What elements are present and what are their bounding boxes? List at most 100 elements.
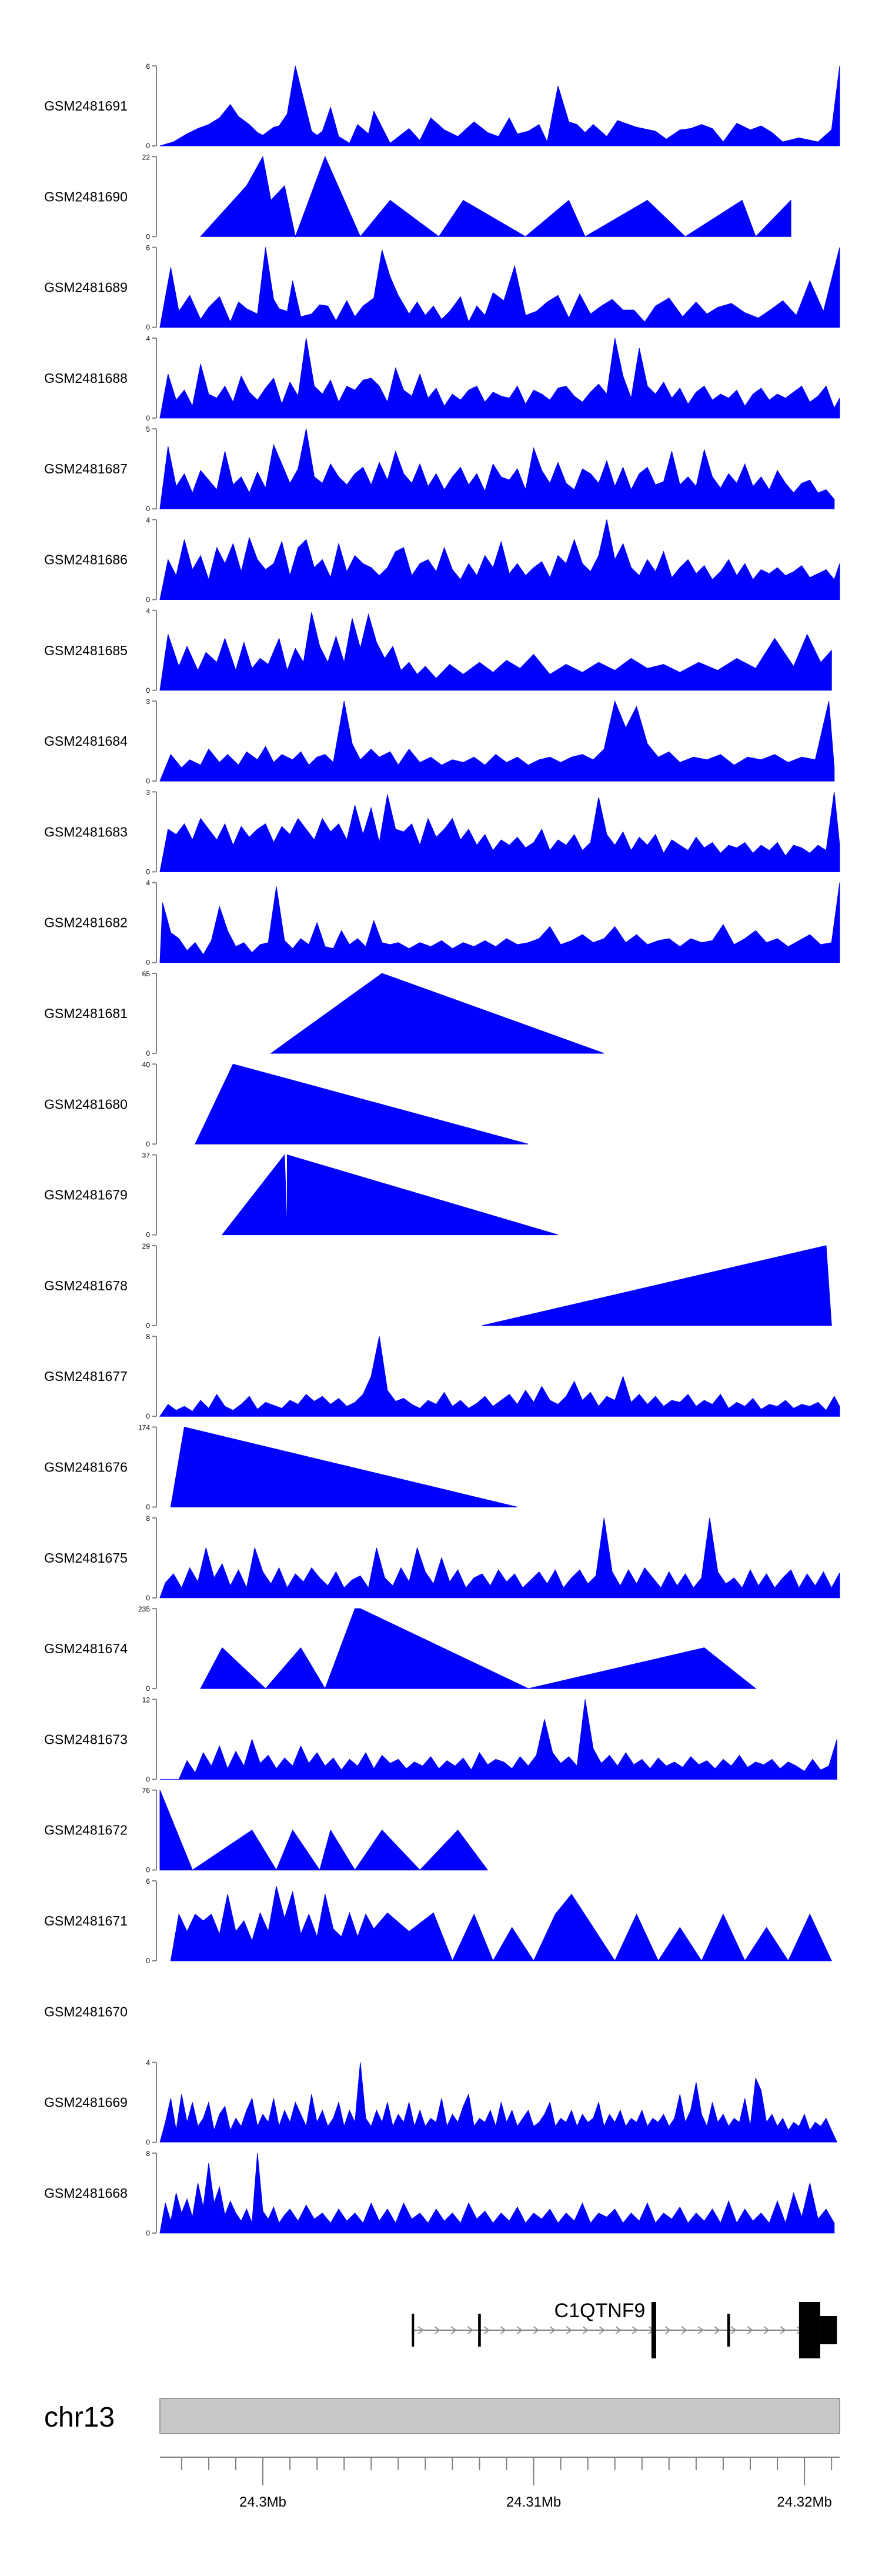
coverage-area (195, 1063, 529, 1144)
track-GSM2481687: GSM2481687 5 0 (44, 425, 835, 513)
track-label: GSM2481682 (44, 915, 128, 930)
y-max-label: 29 (142, 1242, 151, 1250)
y-min-label: 0 (146, 142, 150, 150)
strand-arrow (566, 2326, 572, 2334)
track-GSM2481691: GSM2481691 6 0 (44, 62, 840, 150)
strand-arrow (582, 2326, 589, 2334)
exon (820, 2316, 837, 2344)
y-max-label: 22 (142, 153, 151, 161)
genome-axis: 24.3Mb 24.31Mb 24.32Mb (160, 2457, 840, 2510)
coverage-area (200, 1608, 757, 1690)
track-label: GSM2481681 (44, 1006, 128, 1021)
y-max-label: 5 (146, 425, 150, 433)
gene-model (412, 2302, 837, 2358)
y-min-label: 0 (146, 1957, 150, 1965)
strand-arrow (467, 2326, 473, 2334)
y-max-label: 12 (142, 1696, 151, 1704)
track-label: GSM2481669 (44, 2095, 128, 2110)
track-label: GSM2481690 (44, 189, 128, 204)
track-GSM2481676: GSM2481676 174 0 (44, 1424, 518, 1511)
y-max-label: 76 (142, 1787, 151, 1795)
track-label: GSM2481691 (44, 98, 128, 114)
strand-arrow (450, 2326, 457, 2334)
track-label: GSM2481676 (44, 1460, 128, 1475)
y-max-label: 6 (146, 1877, 150, 1886)
exon (727, 2314, 730, 2347)
axis-tick-label: 24.31Mb (506, 2494, 561, 2510)
coverage-area (159, 882, 840, 963)
track-label: GSM2481689 (44, 280, 128, 295)
track-label: GSM2481672 (44, 1823, 128, 1838)
y-max-label: 8 (146, 1333, 150, 1341)
coverage-area (482, 1245, 832, 1326)
strand-arrow (780, 2326, 786, 2334)
y-min-label: 0 (146, 2138, 150, 2147)
y-min-label: 0 (146, 1322, 150, 1330)
strand-arrow (632, 2326, 638, 2334)
track-GSM2481678: GSM2481678 29 0 (44, 1242, 832, 1330)
track-label: GSM2481671 (44, 1913, 128, 1928)
strand-arrow (730, 2326, 737, 2334)
y-min-label: 0 (146, 867, 150, 876)
coverage-area (170, 1426, 518, 1507)
y-max-label: 8 (146, 2150, 150, 2158)
coverage-area (159, 1336, 840, 1417)
coverage-area (159, 792, 840, 872)
strand-arrow (516, 2326, 523, 2334)
track-GSM2481677: GSM2481677 8 0 (44, 1333, 840, 1420)
coverage-area (199, 155, 791, 238)
strand-arrow (483, 2326, 490, 2334)
coverage-area (159, 247, 840, 328)
tracks-panel: GSM248169160GSM2481690220GSM248168960GSM… (44, 62, 840, 2237)
track-label: GSM2481688 (44, 371, 128, 386)
chromosome-bar (159, 2398, 840, 2434)
y-min-label: 0 (146, 1231, 150, 1239)
track-GSM2481683: GSM2481683 3 0 (44, 788, 840, 876)
y-min-label: 0 (146, 1140, 150, 1148)
strand-arrow (747, 2326, 753, 2334)
y-min-label: 0 (146, 1503, 150, 1511)
track-GSM2481672: GSM2481672 76 0 (44, 1787, 489, 1874)
exon (799, 2302, 820, 2358)
track-label: GSM2481679 (44, 1187, 128, 1203)
y-max-label: 37 (142, 1152, 151, 1160)
strand-arrow (763, 2326, 770, 2334)
y-min-label: 0 (146, 959, 150, 967)
track-label: GSM2481685 (44, 643, 128, 658)
y-min-label: 0 (146, 2229, 150, 2237)
strand-arrow (533, 2326, 539, 2334)
y-max-label: 4 (146, 879, 150, 887)
coverage-area (159, 65, 840, 146)
y-max-label: 8 (146, 1514, 150, 1523)
strand-arrow (681, 2326, 687, 2334)
exon (412, 2314, 415, 2347)
coverage-area (270, 973, 604, 1054)
y-min-label: 0 (146, 1684, 150, 1693)
y-max-label: 6 (146, 62, 150, 71)
coverage-area (221, 1154, 559, 1236)
y-min-label: 0 (146, 323, 150, 332)
track-GSM2481680: GSM2481680 40 0 (44, 1060, 529, 1148)
track-GSM2481686: GSM2481686 4 0 (44, 516, 840, 604)
track-GSM2481671: GSM2481671 6 0 (44, 1877, 832, 1965)
track-GSM2481674: GSM2481674 235 0 (44, 1605, 757, 1693)
y-max-label: 4 (146, 516, 150, 525)
y-max-label: 4 (146, 335, 150, 343)
track-label: GSM2481670 (44, 2004, 128, 2019)
coverage-area (170, 1886, 832, 1962)
track-label: GSM2481668 (44, 2185, 128, 2201)
chromosome-label: chr13 (44, 2402, 115, 2433)
axis-tick-label: 24.3Mb (239, 2494, 286, 2510)
coverage-area (159, 1790, 489, 1871)
track-GSM2481670: GSM2481670 (44, 2004, 128, 2019)
track-GSM2481688: GSM2481688 4 0 (44, 335, 840, 422)
track-label: GSM2481680 (44, 1096, 128, 1112)
track-GSM2481681: GSM2481681 65 0 (44, 970, 604, 1057)
chromosome-ideogram: chr13 (44, 2398, 840, 2434)
track-label: GSM2481687 (44, 461, 128, 476)
track-GSM2481673: GSM2481673 12 0 (44, 1696, 837, 1783)
coverage-area (159, 338, 840, 419)
track-label: GSM2481675 (44, 1550, 128, 1566)
y-max-label: 3 (146, 698, 150, 706)
strand-arrow (714, 2326, 720, 2334)
